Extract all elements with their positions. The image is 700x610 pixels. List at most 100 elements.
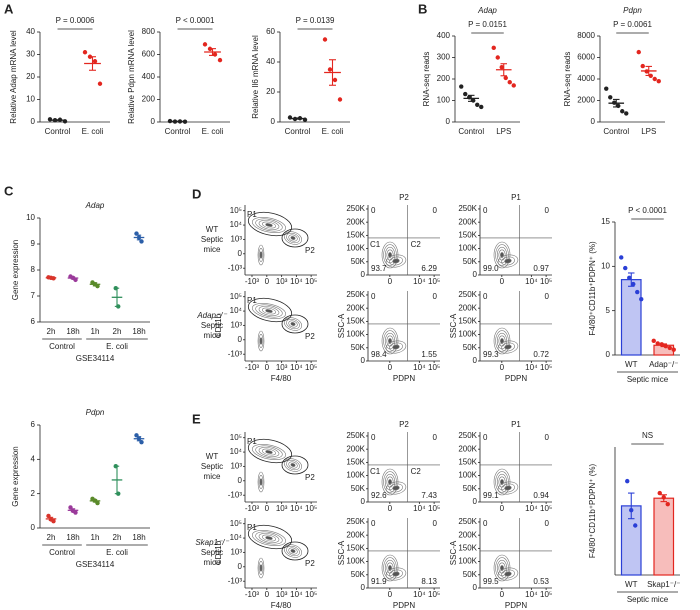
y-tick-label: 10⁵ xyxy=(230,433,242,442)
gate-label: P2 xyxy=(305,559,315,568)
gate xyxy=(247,438,293,464)
data-point xyxy=(97,81,103,86)
y-tick-label: 10⁵ xyxy=(230,519,242,528)
y-tick-label: 0 xyxy=(446,117,451,126)
quadrant-value: 0 xyxy=(483,292,488,301)
x-tick-label: 0 xyxy=(265,504,270,513)
y-tick-label: 20 xyxy=(266,87,275,96)
quadrant-value: 0 xyxy=(545,433,550,442)
data-point xyxy=(655,341,660,346)
x-tick-label: Adap⁻/⁻ xyxy=(649,360,678,369)
data-point xyxy=(332,77,338,83)
y-tick-label: 50K xyxy=(463,570,478,579)
contour xyxy=(259,478,263,486)
y-tick-label: 10⁵ xyxy=(230,206,242,215)
contour xyxy=(501,483,515,493)
contour xyxy=(262,221,276,229)
x-axis-label: GSE34114 xyxy=(76,560,115,569)
y-tick-label: 100K xyxy=(458,244,477,253)
y-tick-label: 10 xyxy=(601,261,610,270)
y-tick-label: 0 xyxy=(591,117,596,126)
contour xyxy=(286,459,300,471)
x-tick-label: 10⁴ xyxy=(413,590,426,599)
quadrant-value: 0 xyxy=(433,433,438,442)
y-tick-label: 150K xyxy=(458,316,477,325)
y-tick-label: 100K xyxy=(458,471,477,480)
contour xyxy=(286,318,300,330)
y-tick-label: 7 xyxy=(31,291,36,300)
quadrant-value: 0 xyxy=(371,433,376,442)
x-tick-label: 10³ xyxy=(276,504,288,513)
y-tick-label: 40 xyxy=(26,27,35,36)
y-tick-label: 30 xyxy=(26,50,35,59)
data-point xyxy=(665,501,670,507)
x-tick-label: -10³ xyxy=(245,277,260,286)
x-tick-label: 0 xyxy=(388,277,393,286)
data-point xyxy=(337,97,343,102)
row-label: Septic xyxy=(201,462,223,471)
chart-title: Adap xyxy=(477,6,497,15)
quadrant-value: 6.29 xyxy=(421,264,437,273)
annotation: P < 0.0001 xyxy=(176,16,215,25)
x-tick-label: 18h xyxy=(132,533,145,542)
contour xyxy=(252,529,286,547)
y-tick-label: 150K xyxy=(346,230,365,239)
chart-title: Adap xyxy=(85,201,105,210)
quadrant-value: 98.4 xyxy=(371,350,387,359)
y-tick-label: 250K xyxy=(458,517,477,526)
data-point xyxy=(604,86,609,91)
quadrant-value: 0 xyxy=(545,519,550,528)
y-tick-label: 0 xyxy=(238,562,243,571)
y-axis-label: SSC-A xyxy=(449,313,458,338)
quadrant-value: 0 xyxy=(545,206,550,215)
x-tick-label: 10⁵ xyxy=(428,363,440,372)
y-tick-label: 300 xyxy=(437,53,451,62)
y-tick-label: 0 xyxy=(361,497,366,506)
y-tick-label: 150K xyxy=(346,457,365,466)
annotation: P = 0.0151 xyxy=(468,20,507,29)
contour xyxy=(389,569,403,579)
contour xyxy=(392,571,400,577)
panel-letter: B xyxy=(418,1,427,16)
data-point xyxy=(625,478,630,484)
y-tick-label: 600 xyxy=(142,50,156,59)
row-label: mice xyxy=(204,472,221,481)
panel-letter: C xyxy=(4,183,14,198)
contour xyxy=(392,258,400,264)
contour xyxy=(259,564,263,572)
contour xyxy=(265,450,273,454)
data-point xyxy=(511,83,516,88)
y-tick-label: 50K xyxy=(463,257,478,266)
contour xyxy=(497,567,519,581)
row-label: Septic xyxy=(201,235,223,244)
contour xyxy=(288,461,298,469)
x-tick-label: 18h xyxy=(66,327,79,336)
y-tick-label: 150K xyxy=(458,230,477,239)
data-point xyxy=(652,76,657,82)
quadrant-value: 0.94 xyxy=(533,491,549,500)
y-tick-label: 50K xyxy=(351,570,366,579)
y-tick-label: 100K xyxy=(346,471,365,480)
x-tick-label: 10⁵ xyxy=(305,504,317,513)
y-tick-label: 0 xyxy=(473,270,478,279)
y-axis-label: SSC-A xyxy=(449,540,458,565)
quadrant-value: 0 xyxy=(433,206,438,215)
y-tick-label: 250K xyxy=(458,204,477,213)
contour xyxy=(255,218,283,232)
x-tick-label: E. coli xyxy=(82,127,104,136)
y-tick-label: 10⁴ xyxy=(230,306,243,315)
contour xyxy=(265,536,273,540)
data-point xyxy=(636,49,641,55)
quadrant-value: 99.0 xyxy=(483,264,499,273)
y-tick-label: -10³ xyxy=(228,576,243,585)
data-point xyxy=(671,347,676,352)
contour xyxy=(501,569,515,579)
contour xyxy=(288,234,298,242)
quadrant-value: 0 xyxy=(483,519,488,528)
x-axis-label: PDPN xyxy=(393,601,415,610)
contour xyxy=(262,307,276,315)
contour xyxy=(392,344,400,350)
contour xyxy=(385,481,407,495)
data-point xyxy=(217,57,223,63)
data-point xyxy=(495,55,500,60)
